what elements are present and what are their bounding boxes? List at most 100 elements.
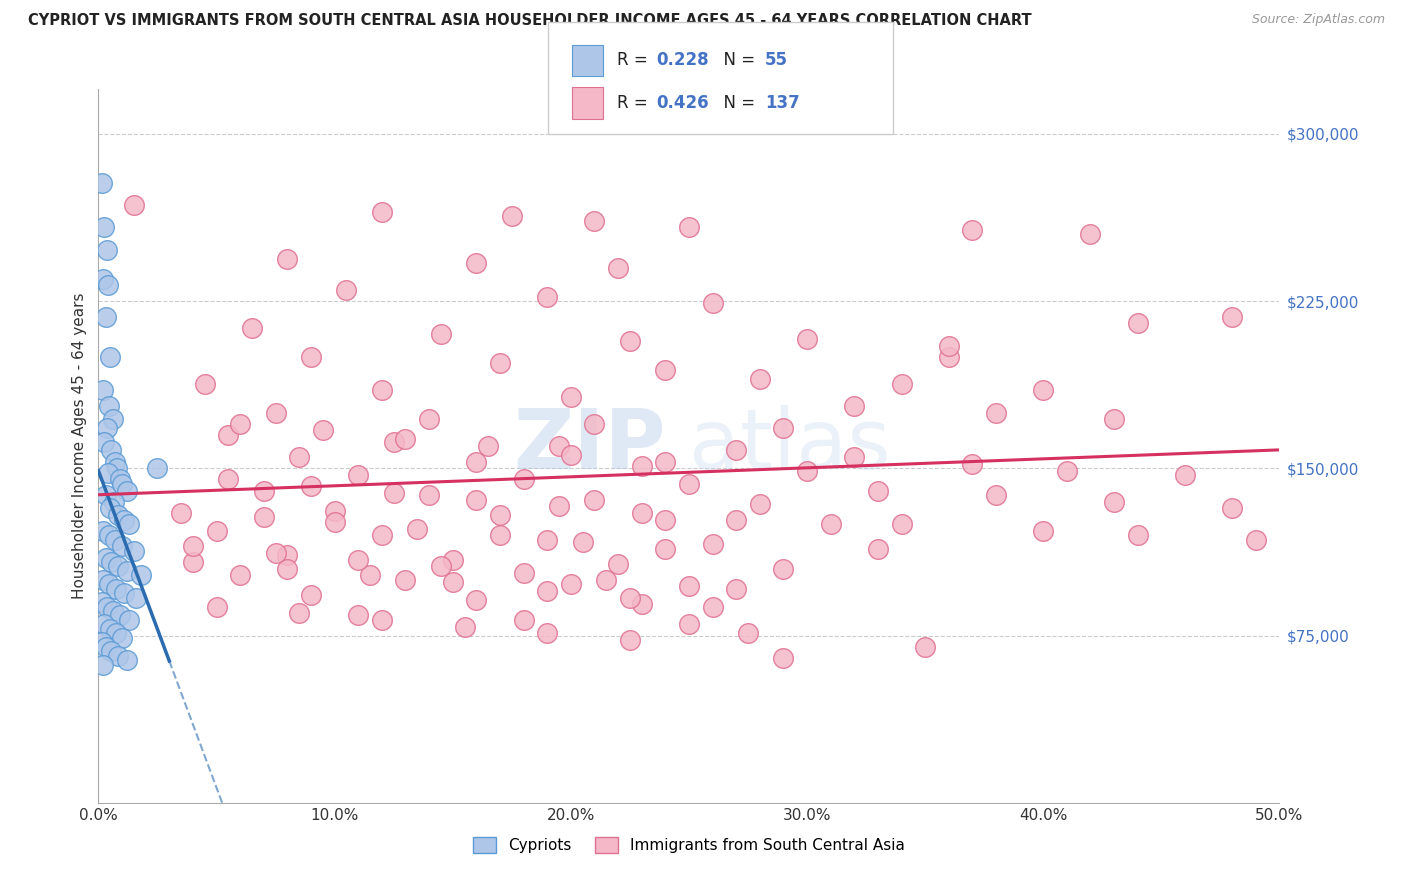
Point — [607, 557, 630, 571]
Point — [194, 376, 217, 391]
Point — [108, 472, 131, 486]
Legend: Cypriots, Immigrants from South Central Asia: Cypriots, Immigrants from South Central … — [467, 831, 911, 859]
Point — [536, 533, 558, 547]
Point — [93, 220, 115, 235]
Point — [122, 198, 145, 212]
Point — [820, 516, 842, 531]
Point — [583, 417, 606, 431]
Point — [465, 256, 488, 270]
Point — [97, 466, 120, 480]
Point — [382, 485, 405, 500]
Point — [654, 363, 676, 377]
Point — [111, 539, 134, 553]
Point — [347, 552, 370, 567]
Point — [441, 552, 464, 567]
Point — [394, 432, 416, 446]
Point — [181, 555, 204, 569]
Point — [465, 454, 488, 468]
Point — [229, 568, 252, 582]
Point — [725, 443, 748, 458]
Point — [866, 541, 889, 556]
Point — [1244, 533, 1267, 547]
Point — [512, 613, 534, 627]
Point — [111, 476, 134, 491]
Point — [630, 458, 652, 473]
Point — [548, 499, 571, 513]
Point — [299, 479, 322, 493]
Point — [630, 598, 652, 612]
Point — [98, 399, 121, 413]
Point — [100, 555, 122, 569]
Point — [104, 454, 127, 468]
Point — [98, 501, 121, 516]
Point — [702, 599, 724, 614]
Point — [512, 566, 534, 580]
Point — [678, 220, 700, 235]
Point — [737, 626, 759, 640]
Point — [217, 427, 239, 442]
Point — [107, 559, 129, 574]
Point — [536, 626, 558, 640]
Point — [359, 568, 381, 582]
Point — [118, 516, 141, 531]
Point — [264, 405, 287, 419]
Point — [91, 383, 114, 397]
Point — [181, 539, 204, 553]
Point — [394, 573, 416, 587]
Point — [115, 483, 138, 498]
Point — [347, 467, 370, 482]
Point — [465, 592, 488, 607]
Point — [170, 506, 193, 520]
Point — [984, 405, 1007, 419]
Point — [112, 512, 135, 526]
Point — [91, 657, 114, 672]
Point — [512, 472, 534, 486]
Point — [748, 372, 770, 386]
Text: ZIP: ZIP — [513, 406, 665, 486]
Point — [465, 492, 488, 507]
Point — [962, 222, 984, 236]
Point — [98, 350, 121, 364]
Point — [103, 494, 125, 508]
Point — [430, 327, 453, 342]
Text: N =: N = — [713, 51, 761, 70]
Point — [678, 580, 700, 594]
Point — [299, 350, 322, 364]
Point — [560, 390, 582, 404]
Point — [229, 417, 252, 431]
Point — [1080, 227, 1102, 241]
Point — [406, 521, 429, 535]
Point — [91, 524, 114, 538]
Point — [104, 533, 127, 547]
Point — [938, 338, 960, 352]
Text: Source: ZipAtlas.com: Source: ZipAtlas.com — [1251, 13, 1385, 27]
Point — [1102, 494, 1125, 508]
Point — [101, 604, 124, 618]
Point — [288, 450, 311, 464]
Point — [702, 537, 724, 551]
Point — [772, 651, 794, 665]
Point — [866, 483, 889, 498]
Point — [725, 512, 748, 526]
Point — [477, 439, 499, 453]
Point — [630, 506, 652, 520]
Point — [129, 568, 152, 582]
Point — [772, 421, 794, 435]
Point — [890, 376, 912, 391]
Point — [796, 463, 818, 477]
Point — [264, 546, 287, 560]
Point — [595, 573, 617, 587]
Point — [1220, 310, 1243, 324]
Point — [96, 243, 118, 257]
Point — [94, 488, 117, 502]
Point — [105, 626, 128, 640]
Point — [323, 515, 346, 529]
Text: N =: N = — [713, 94, 761, 112]
Text: 137: 137 — [765, 94, 800, 112]
Point — [418, 412, 440, 426]
Point — [619, 633, 641, 648]
Point — [240, 320, 263, 334]
Point — [205, 524, 228, 538]
Point — [1174, 467, 1197, 482]
Point — [347, 608, 370, 623]
